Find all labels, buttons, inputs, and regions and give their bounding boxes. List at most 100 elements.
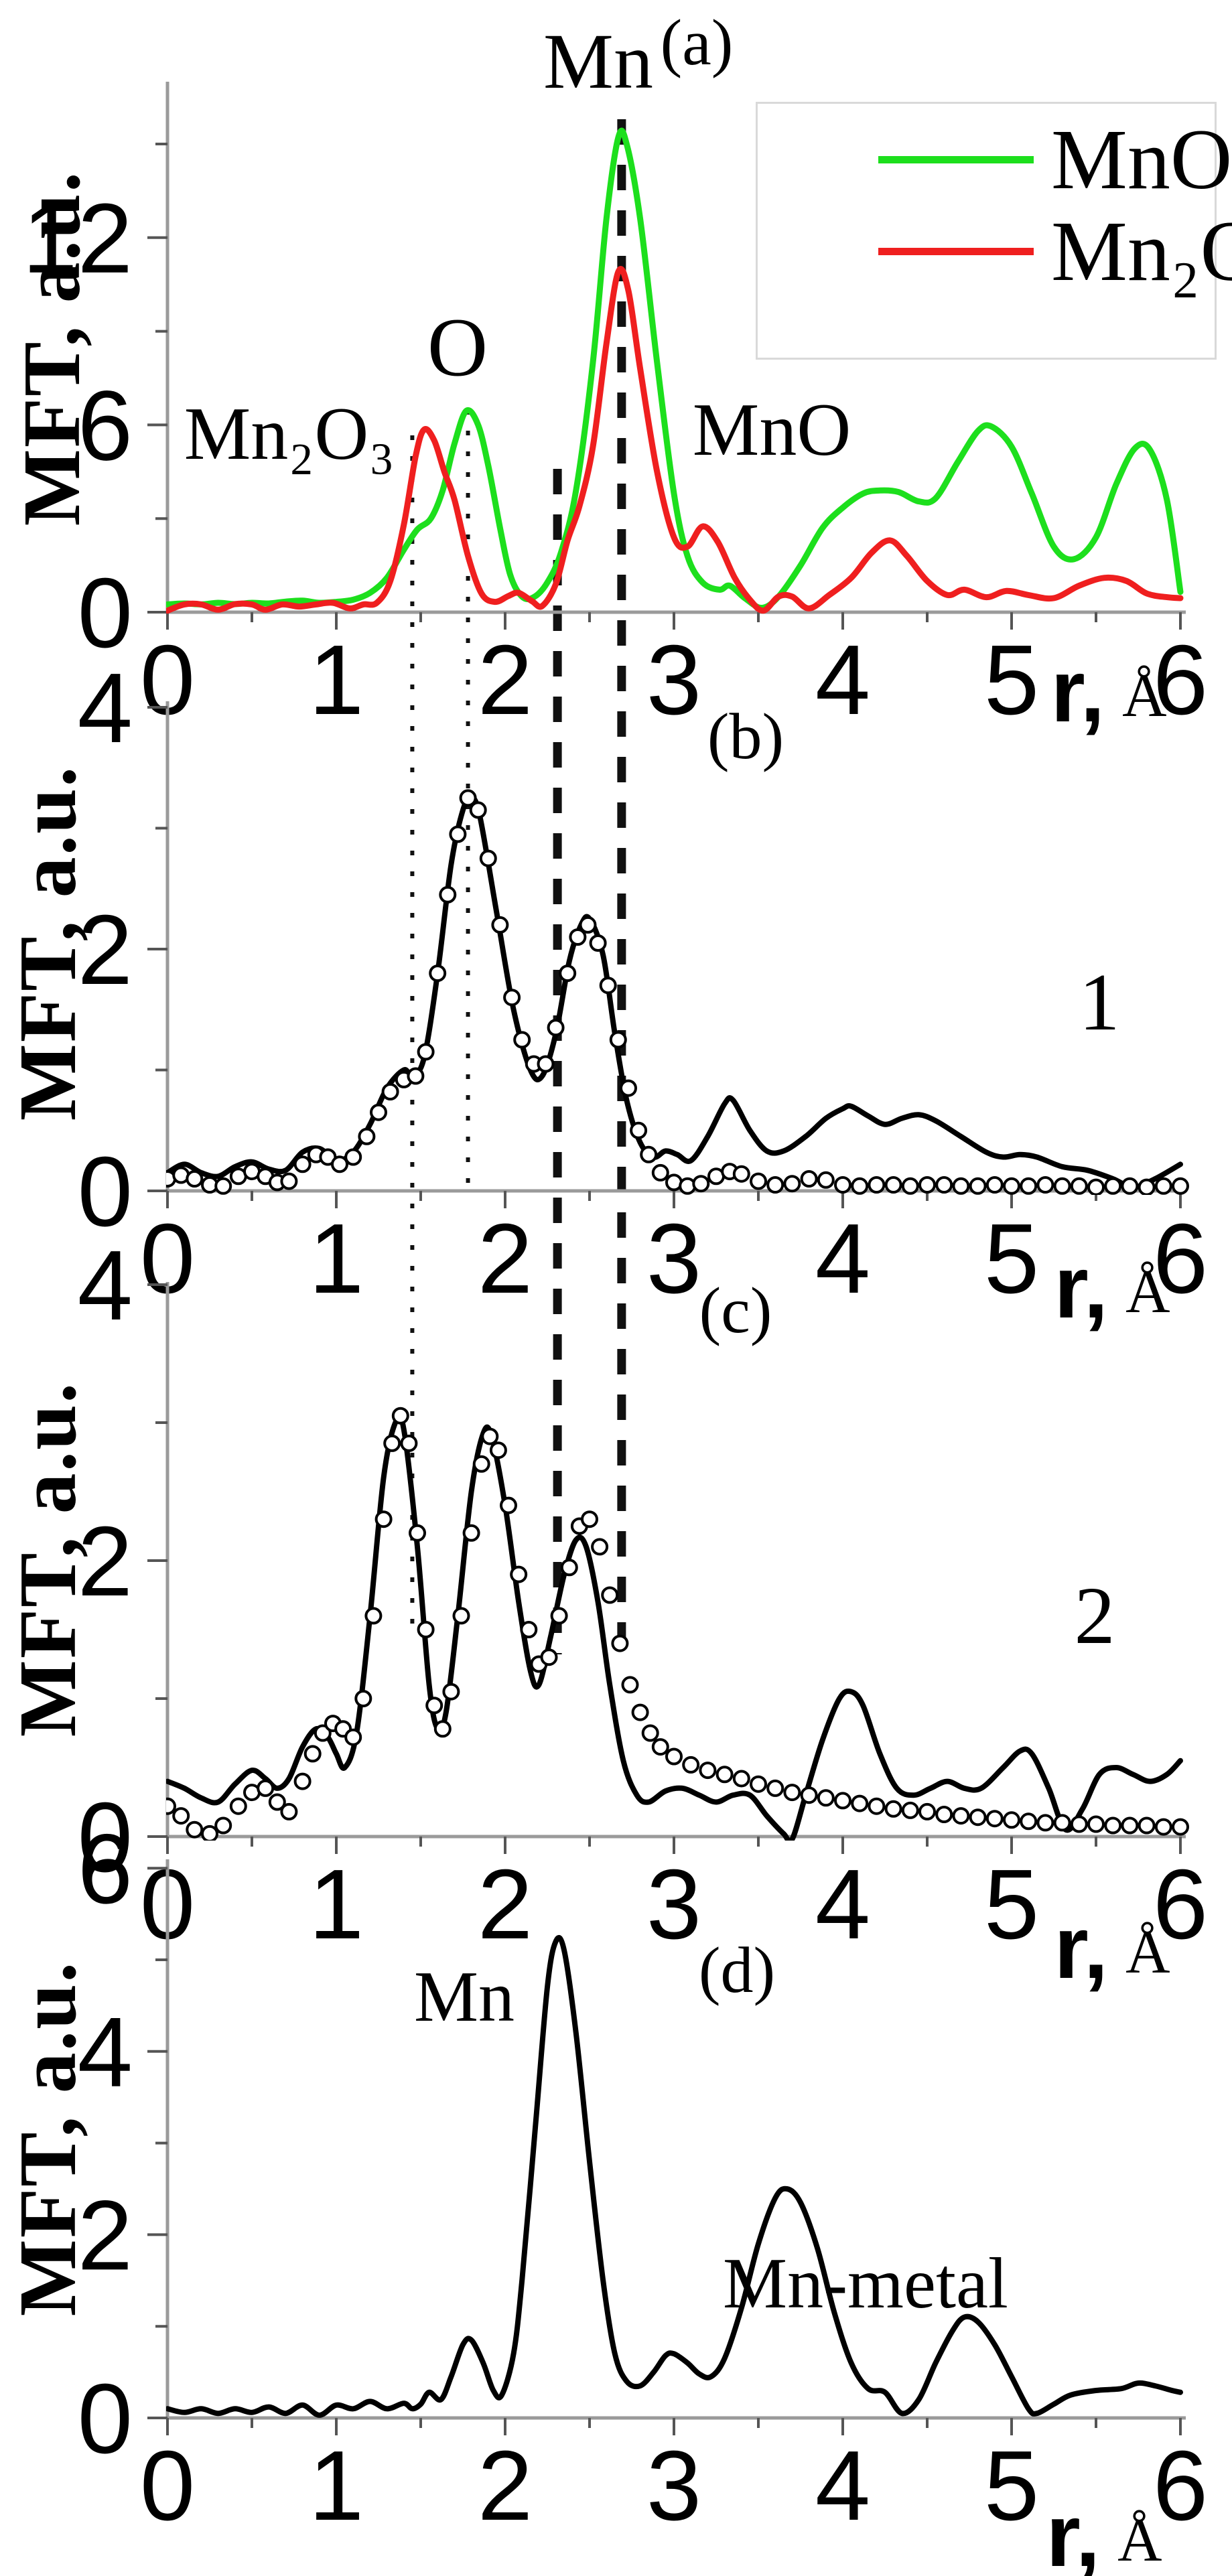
data-point-circle <box>449 825 467 843</box>
data-point-circle <box>1020 1177 1038 1195</box>
data-point-circle <box>433 1720 452 1738</box>
data-point-circle <box>609 1031 627 1049</box>
y-axis-title-a: MFT, a.u. <box>7 170 97 526</box>
data-point-circle <box>766 1176 784 1194</box>
data-point-circle <box>985 1810 1004 1828</box>
data-point-circle <box>469 801 487 819</box>
data-point-circle <box>1087 1815 1105 1833</box>
x-tick-label: 4 <box>815 1204 870 1314</box>
panel-tag-a: (a) <box>660 7 734 79</box>
data-point-circle <box>229 1797 247 1815</box>
data-point-circle <box>459 789 477 807</box>
data-point-circle <box>462 1524 480 1542</box>
data-point-circle <box>537 1055 555 1073</box>
data-point-circle <box>172 1807 190 1825</box>
x-tick-label: 2 <box>478 1849 533 1960</box>
data-point-circle <box>750 1172 767 1190</box>
series-line-sample 2 experiment <box>166 1413 1183 1841</box>
data-point-circle <box>918 1176 936 1194</box>
data-point-circle <box>439 885 457 904</box>
data-point-circle <box>651 1738 669 1756</box>
axis-frame <box>165 701 1186 1193</box>
x-tick-label: 5 <box>984 2431 1039 2541</box>
data-point-circle <box>868 1176 886 1194</box>
data-point-circle <box>851 1794 869 1812</box>
legend-label-mno: MnO <box>1051 112 1232 207</box>
data-point-circle <box>599 977 617 995</box>
data-point-circle <box>186 1170 204 1188</box>
data-point-circle <box>293 1155 312 1173</box>
data-point-circle <box>479 849 497 867</box>
data-point-circle <box>589 934 607 952</box>
data-point-circle <box>1053 1814 1071 1832</box>
data-point-circle <box>817 1171 835 1189</box>
x-tick-label: 5 <box>984 625 1039 735</box>
data-point-circle <box>641 1724 659 1742</box>
x-tick-label: 5 <box>984 1204 1039 1314</box>
data-point-circle <box>560 1559 578 1577</box>
data-point-circle <box>303 1745 322 1763</box>
data-point-circle <box>1154 1818 1172 1836</box>
x-tick-label: 4 <box>815 2431 870 2541</box>
x-tick-label: 4 <box>815 625 870 735</box>
data-point-circle <box>1036 1814 1054 1832</box>
y-tick-label: 2 <box>78 2180 133 2291</box>
data-point-circle <box>381 1083 399 1100</box>
x-axis-title-c: r, Å <box>1054 1904 1170 1992</box>
x-axis-title-c-r: r, <box>1054 1898 1109 1997</box>
data-point-circle <box>1172 1177 1189 1195</box>
annotation-mno: MnO <box>692 388 851 472</box>
data-point-circle <box>665 1747 683 1766</box>
data-point-circle <box>257 1779 275 1797</box>
data-point-circle <box>513 1031 531 1049</box>
panel-tag-b: (b) <box>707 701 784 773</box>
data-point-circle <box>569 928 587 946</box>
data-point-circle <box>935 1806 953 1823</box>
y-tick-label: 0 <box>78 1137 133 1247</box>
data-point-circle <box>452 1607 470 1625</box>
x-axis-title-d-r: r, <box>1046 2486 1101 2576</box>
data-point-circle <box>374 1510 393 1528</box>
data-point-circle <box>817 1789 835 1807</box>
data-point-circle <box>783 1784 801 1802</box>
data-point-circle <box>766 1779 784 1797</box>
x-tick-label: 2 <box>478 2431 533 2541</box>
data-point-circle <box>425 1697 443 1715</box>
data-point-circle <box>579 916 597 934</box>
x-axis-title-d-angstrom: Å <box>1117 2506 1162 2574</box>
legend-swatch-mno <box>878 156 1034 163</box>
data-point-circle <box>214 1177 232 1195</box>
x-tick-label: 0 <box>140 2431 195 2541</box>
data-point-circle <box>1020 1812 1038 1831</box>
data-point-circle <box>442 1683 460 1701</box>
data-point-circle <box>344 1728 362 1746</box>
panel-d: 0 2 4 6 0 1 2 3 4 5 6 <box>78 1814 1208 2541</box>
data-point-circle <box>715 1766 734 1784</box>
series-line-sample 1 experiment <box>166 795 1183 1190</box>
data-point-circle <box>1036 1176 1054 1194</box>
y-tick-label: 2 <box>78 895 133 1005</box>
data-point-circle <box>935 1176 953 1194</box>
data-point-circle <box>293 1772 312 1790</box>
data-point-circle <box>409 1524 426 1542</box>
annotation-mn2o3: Mn₂O₃ <box>184 392 395 476</box>
series-line-MnO <box>166 127 1184 611</box>
series-circles-c <box>166 1407 1189 1841</box>
data-point-circle <box>1138 1816 1156 1835</box>
x-tick-label: 6 <box>1153 1204 1208 1314</box>
data-point-circle <box>1104 1816 1122 1835</box>
data-point-circle <box>268 1793 286 1811</box>
data-point-circle <box>868 1797 886 1815</box>
x-tick-label: 3 <box>646 2431 701 2541</box>
data-point-circle <box>611 1634 629 1652</box>
y-axis-title-b: MFT, a.u. <box>3 765 93 1121</box>
data-point-circle <box>331 1155 348 1173</box>
data-point-circle <box>620 1079 637 1097</box>
reference-lines <box>410 119 626 1654</box>
y-tick-label: 2 <box>78 1506 133 1617</box>
x-tick-label: 6 <box>1153 2431 1208 2541</box>
x-tick-label: 3 <box>646 625 701 735</box>
y-tick-label: 4 <box>78 1997 133 2108</box>
data-point-circle <box>621 1676 639 1694</box>
